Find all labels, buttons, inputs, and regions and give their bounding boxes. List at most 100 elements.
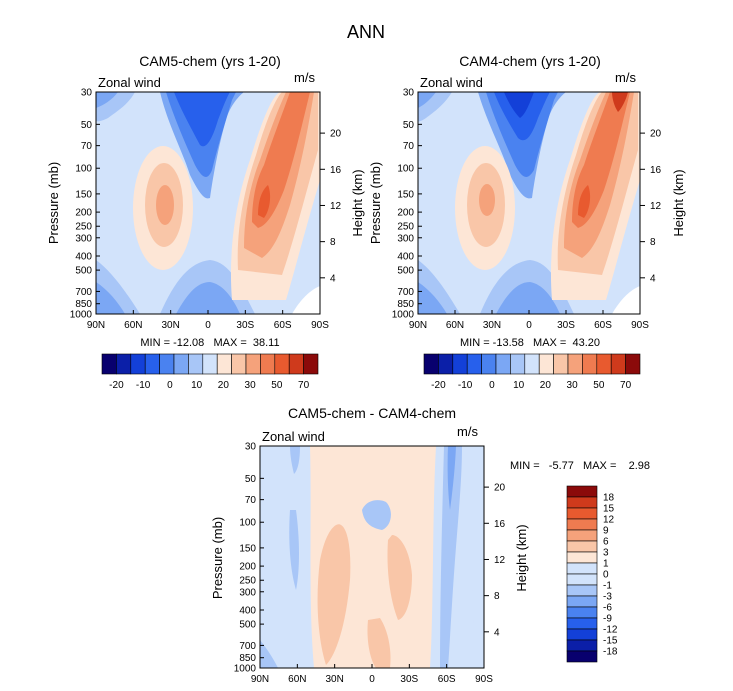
colorbar-swatch (566, 540, 598, 553)
panel-a-field (96, 92, 320, 314)
y-right-tick-label: 16 (650, 165, 662, 176)
x-tick-label: 30S (400, 674, 418, 685)
colorbar-swatch (274, 353, 290, 375)
colorbar-label: -10 (136, 380, 151, 391)
colorbar-swatch (116, 353, 132, 375)
colorbar-label: -6 (603, 603, 612, 614)
colorbar-swatch (159, 353, 175, 375)
colorbar-swatch (130, 353, 146, 375)
y-tick-label: 150 (397, 189, 414, 200)
panel-c-ylabel: Pressure (mb) (210, 517, 225, 599)
y-tick-label: 50 (403, 120, 415, 131)
y-tick-label: 850 (75, 299, 92, 310)
x-tick-label: 60S (438, 674, 456, 685)
y-tick-label: 700 (397, 287, 414, 298)
colorbar-swatch (173, 353, 189, 375)
colorbar-swatch (566, 628, 598, 641)
y-right-tick-label: 20 (650, 129, 662, 140)
colorbar-swatch (567, 353, 583, 375)
colorbar-label: 18 (603, 493, 615, 504)
panel-c-ylabel-right: Height (km) (514, 524, 529, 591)
colorbar-label: -10 (458, 380, 473, 391)
y-tick-label: 30 (245, 442, 257, 453)
colorbar-label: 30 (245, 380, 257, 391)
colorbar-swatch (566, 496, 598, 509)
y-tick-label: 30 (403, 88, 415, 99)
y-right-tick-label: 12 (650, 201, 662, 212)
colorbar-label: 15 (603, 504, 615, 515)
colorbar-swatch (582, 353, 598, 375)
colorbar-swatch (188, 353, 204, 375)
colorbar-swatch (495, 353, 511, 375)
colorbar-swatch (566, 562, 598, 575)
y-right-tick-label: 16 (494, 519, 506, 530)
x-tick-label: 60S (594, 320, 612, 331)
y-right-tick-label: 8 (650, 237, 656, 248)
panel-difference: CAM5-chem - CAM4-chem Zonal wind m/s Pre… (210, 405, 650, 685)
colorbar-swatch (303, 353, 319, 375)
colorbar-label: -15 (603, 636, 618, 647)
y-tick-label: 400 (397, 251, 414, 262)
x-tick-label: 90S (311, 320, 329, 331)
colorbar-label: 0 (603, 570, 609, 581)
y-tick-label: 300 (239, 587, 256, 598)
y-tick-label: 200 (397, 208, 414, 219)
y-tick-label: 1000 (234, 664, 257, 675)
panel-a-unit-label: m/s (294, 70, 315, 85)
colorbar-label: -12 (603, 625, 618, 636)
colorbar-swatch (566, 584, 598, 597)
colorbar-label: 70 (620, 380, 632, 391)
y-tick-label: 400 (239, 605, 256, 616)
colorbar-swatch (524, 353, 540, 375)
y-tick-label: 200 (239, 562, 256, 573)
x-tick-label: 60N (446, 320, 464, 331)
x-tick-label: 60N (288, 674, 306, 685)
colorbar-label: 20 (540, 380, 552, 391)
panel-c-unit-label: m/s (457, 424, 478, 439)
x-tick-label: 30S (236, 320, 254, 331)
colorbar-swatch (566, 551, 598, 564)
y-tick-label: 250 (397, 222, 414, 233)
colorbar-swatch (452, 353, 468, 375)
x-tick-label: 0 (526, 320, 532, 331)
panel-a-colorbar: -20 -10 0 10 20 30 50 70 (101, 353, 319, 391)
colorbar-swatch (438, 353, 454, 375)
colorbar-swatch (566, 529, 598, 542)
panel-c-title: CAM5-chem - CAM4-chem (288, 405, 456, 421)
panel-b-axes: 90N 60N 30N 0 30S 60S 90S 30 50 70 100 150 200 250300… (392, 88, 662, 332)
colorbar-swatch (423, 353, 439, 375)
colorbar-swatch (566, 595, 598, 608)
x-tick-label: 30S (557, 320, 575, 331)
panel-c-stats: MIN = -5.77 MAX = 2.98 (510, 460, 650, 472)
panel-b-title: CAM4-chem (yrs 1-20) (459, 53, 601, 69)
panel-a-variable-label: Zonal wind (98, 75, 161, 90)
panel-a-ylabel: Pressure (mb) (46, 162, 61, 244)
y-tick-label: 700 (239, 641, 256, 652)
colorbar-label: 1 (603, 559, 609, 570)
x-tick-label: 90N (251, 674, 269, 685)
colorbar-swatch (260, 353, 276, 375)
y-tick-label: 300 (75, 233, 92, 244)
x-tick-label: 90S (631, 320, 649, 331)
panel-b-colorbar: -20 -10 0 10 20 30 50 70 (423, 353, 641, 391)
y-tick-label: 30 (81, 88, 93, 99)
y-tick-label: 50 (245, 474, 257, 485)
y-tick-label: 250 (75, 222, 92, 233)
colorbar-swatch (566, 507, 598, 520)
colorbar-swatch (566, 650, 598, 663)
y-right-tick-label: 16 (330, 165, 342, 176)
panel-a-stats: MIN = -12.08 MAX = 38.11 (140, 337, 279, 349)
y-tick-label: 70 (81, 141, 93, 152)
colorbar-label: 50 (593, 380, 605, 391)
colorbar-label: 6 (603, 537, 609, 548)
colorbar-swatch (566, 518, 598, 531)
colorbar-swatch (466, 353, 482, 375)
y-tick-label: 70 (245, 495, 257, 506)
panel-cam4-chem: CAM4-chem (yrs 1-20) Zonal wind m/s (368, 53, 686, 391)
y-tick-label: 500 (239, 620, 256, 631)
colorbar-label: 10 (513, 380, 525, 391)
colorbar-swatch (202, 353, 218, 375)
x-tick-label: 30N (161, 320, 179, 331)
colorbar-swatch (566, 606, 598, 619)
colorbar-swatch (596, 353, 612, 375)
